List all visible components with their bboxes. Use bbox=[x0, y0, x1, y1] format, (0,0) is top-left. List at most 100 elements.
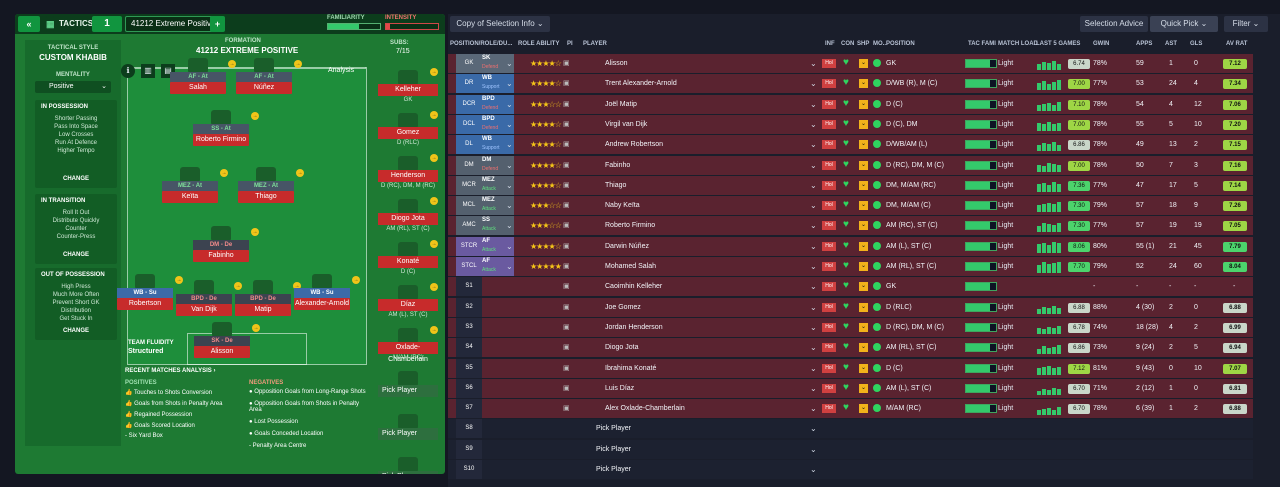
player-info-icon[interactable]: ▣ bbox=[563, 80, 570, 88]
recent-matches-analysis-title[interactable]: RECENT MATCHES ANALYSIS › bbox=[125, 368, 216, 374]
instruction-arrow-icon[interactable]: → bbox=[234, 282, 242, 290]
player-name[interactable]: Joël Matip bbox=[605, 100, 637, 108]
copy-selection-button[interactable]: Copy of Selection Info ⌄ bbox=[450, 16, 550, 32]
instruction-arrow-icon[interactable]: → bbox=[430, 197, 438, 205]
player-chevron-down-icon[interactable]: ⌄ bbox=[810, 99, 817, 109]
player-chevron-down-icon[interactable]: ⌄ bbox=[810, 180, 817, 190]
column-header[interactable]: ROLE ABILITY bbox=[518, 41, 560, 47]
info-icon[interactable]: ℹ bbox=[121, 64, 135, 78]
player-name[interactable]: Alisson bbox=[605, 60, 628, 67]
column-header[interactable]: APPS bbox=[1136, 41, 1153, 47]
table-row[interactable]: S4 ▣ Diogo Jota ⌄ Hol ♥ ⌄ AM (RL), ST (C) Light 6… bbox=[448, 338, 1253, 358]
instruction-arrow-icon[interactable]: → bbox=[296, 169, 304, 177]
sub-slot[interactable]: Oxlade-Chamberlain M/AM (RC) bbox=[378, 328, 438, 363]
row-role[interactable] bbox=[480, 440, 514, 459]
instruction-arrow-icon[interactable]: → bbox=[252, 324, 260, 332]
sub-slot[interactable]: Pick Player bbox=[378, 371, 438, 406]
row-role[interactable]: SK Defend bbox=[480, 54, 514, 73]
player-info-icon[interactable]: ▣ bbox=[563, 283, 570, 291]
player-info-icon[interactable]: ▣ bbox=[563, 303, 570, 311]
player-name[interactable]: Trent Alexander-Arnold bbox=[605, 80, 677, 88]
sub-slot[interactable]: Henderson D (RC), DM, M (RC) bbox=[378, 156, 438, 191]
instruction-arrow-icon[interactable]: → bbox=[293, 282, 301, 290]
tactic-select[interactable]: 41212 Extreme Positive⌄ bbox=[125, 16, 221, 32]
tactical-style-value[interactable]: CUSTOM KHABIB bbox=[39, 53, 107, 62]
player-info-icon[interactable]: ▣ bbox=[563, 263, 570, 270]
column-header[interactable]: POSITION bbox=[886, 41, 915, 47]
row-role[interactable]: MEZ Attack bbox=[480, 175, 514, 195]
mentality-select[interactable]: Positive ⌄ bbox=[35, 81, 111, 93]
player-info-icon[interactable]: ▣ bbox=[563, 242, 570, 250]
player-name[interactable]: Pick Player bbox=[596, 445, 632, 453]
formation-player[interactable]: MEZ - At Thiago bbox=[238, 167, 294, 203]
player-info-icon[interactable]: ▣ bbox=[563, 120, 570, 128]
sub-slot[interactable]: Pick Player bbox=[378, 457, 438, 474]
player-chevron-down-icon[interactable]: ⌄ bbox=[810, 343, 817, 353]
column-header[interactable]: AST bbox=[1165, 41, 1177, 47]
row-role[interactable]: BPD Defend bbox=[480, 114, 514, 134]
player-name[interactable]: Ibrahima Konaté bbox=[605, 364, 657, 372]
table-row[interactable]: MCL MEZ Attack ⌄ ★★★☆☆ ▣ Naby Keïta ⌄ Hol ♥ ⌄ DM, M… bbox=[448, 196, 1253, 216]
instruction-arrow-icon[interactable]: → bbox=[251, 228, 259, 236]
player-name[interactable]: Joe Gomez bbox=[605, 303, 641, 311]
formation-player[interactable]: WB - Su Alexander-Arnold bbox=[294, 274, 350, 310]
chart-icon[interactable]: ▥ bbox=[141, 64, 155, 78]
player-name[interactable]: Roberto Firmino bbox=[605, 222, 656, 230]
formation-player[interactable]: BPD - De Matip bbox=[235, 280, 291, 316]
column-header[interactable]: CON bbox=[841, 41, 855, 47]
player-name[interactable]: Andrew Robertson bbox=[605, 141, 663, 149]
formation-player[interactable]: AF - At Núñez bbox=[236, 58, 292, 94]
table-row[interactable]: DM DM Defend ⌄ ★★★★☆ ▣ Fabinho ⌄ Hol ♥ ⌄ D (RC), DM… bbox=[448, 155, 1253, 175]
instruction-arrow-icon[interactable]: → bbox=[430, 326, 438, 334]
instruction-arrow-icon[interactable]: → bbox=[430, 68, 438, 76]
instruction-arrow-icon[interactable]: → bbox=[352, 276, 360, 284]
tactic-number[interactable]: 1 bbox=[92, 16, 122, 32]
role-chevron-down-icon[interactable]: ⌄ bbox=[506, 180, 513, 190]
column-header[interactable]: TAC FAMI bbox=[968, 41, 996, 47]
formation-player[interactable]: SS - At Roberto Firmino bbox=[193, 110, 249, 146]
in-possession-change-button[interactable]: CHANGE bbox=[62, 176, 89, 182]
player-name[interactable]: Jordan Henderson bbox=[605, 323, 663, 331]
row-role[interactable] bbox=[480, 318, 514, 337]
column-header[interactable]: GLS bbox=[1190, 41, 1203, 47]
table-row[interactable]: S9 Pick Player ⌄ bbox=[448, 439, 1253, 459]
table-row[interactable]: AMC SS Attack ⌄ ★★★☆☆ ▣ Roberto Firmino ⌄ Hol ♥ ⌄ A… bbox=[448, 216, 1253, 236]
sub-slot[interactable]: Kelleher GK bbox=[378, 70, 438, 105]
player-chevron-down-icon[interactable]: ⌄ bbox=[810, 160, 817, 170]
selection-advice-button[interactable]: Selection Advice bbox=[1080, 16, 1148, 32]
player-chevron-down-icon[interactable]: ⌄ bbox=[810, 282, 817, 292]
player-name[interactable]: Pick Player bbox=[596, 466, 632, 473]
sub-slot[interactable]: Pick Player bbox=[378, 414, 438, 449]
row-role[interactable] bbox=[480, 379, 514, 398]
player-chevron-down-icon[interactable]: ⌄ bbox=[810, 465, 817, 474]
player-info-icon[interactable]: ▣ bbox=[563, 222, 570, 230]
table-row[interactable]: S2 ▣ Joe Gomez ⌄ Hol ♥ ⌄ D (RLC) Light 6.88 88% 4 (… bbox=[448, 297, 1253, 317]
formation-name[interactable]: 41212 EXTREME POSITIVE bbox=[196, 46, 299, 55]
analysis-button[interactable]: Analysis bbox=[328, 67, 355, 74]
formation-player[interactable]: WB - Su Robertson bbox=[117, 274, 173, 310]
table-row[interactable]: STCL AF Attack ⌄ ★★★★★ ▣ Mohamed Salah ⌄ Hol ♥ ⌄ AM… bbox=[448, 257, 1253, 276]
row-role[interactable]: BPD Defend bbox=[480, 94, 514, 114]
table-row[interactable]: S10 Pick Player ⌄ bbox=[448, 460, 1253, 479]
player-name[interactable]: Caoimhin Kelleher bbox=[605, 283, 663, 291]
collapse-button[interactable]: « bbox=[18, 16, 40, 32]
player-chevron-down-icon[interactable]: ⌄ bbox=[810, 140, 817, 150]
column-header[interactable]: POSITION/ROLE/DU... bbox=[450, 41, 513, 47]
row-role[interactable]: MEZ Attack bbox=[480, 196, 514, 216]
row-role[interactable] bbox=[480, 277, 514, 296]
role-chevron-down-icon[interactable]: ⌄ bbox=[506, 241, 513, 251]
role-chevron-down-icon[interactable]: ⌄ bbox=[506, 99, 513, 109]
instruction-arrow-icon[interactable]: → bbox=[220, 169, 228, 177]
player-chevron-down-icon[interactable]: ⌄ bbox=[810, 363, 817, 373]
player-name[interactable]: Thiago bbox=[605, 181, 627, 189]
column-header[interactable]: GWIN bbox=[1093, 41, 1110, 47]
formation-player[interactable]: SK - De Alisson bbox=[194, 322, 250, 358]
instruction-arrow-icon[interactable]: → bbox=[251, 112, 259, 120]
instruction-arrow-icon[interactable]: → bbox=[430, 111, 438, 119]
instruction-arrow-icon[interactable]: → bbox=[430, 240, 438, 248]
player-info-icon[interactable]: ▣ bbox=[563, 141, 570, 149]
table-row[interactable]: S3 ▣ Jordan Henderson ⌄ Hol ♥ ⌄ D (RC), DM, M (… bbox=[448, 317, 1253, 337]
player-chevron-down-icon[interactable]: ⌄ bbox=[810, 59, 817, 68]
row-role[interactable]: WB Support bbox=[480, 135, 514, 155]
player-info-icon[interactable]: ▣ bbox=[563, 364, 570, 372]
